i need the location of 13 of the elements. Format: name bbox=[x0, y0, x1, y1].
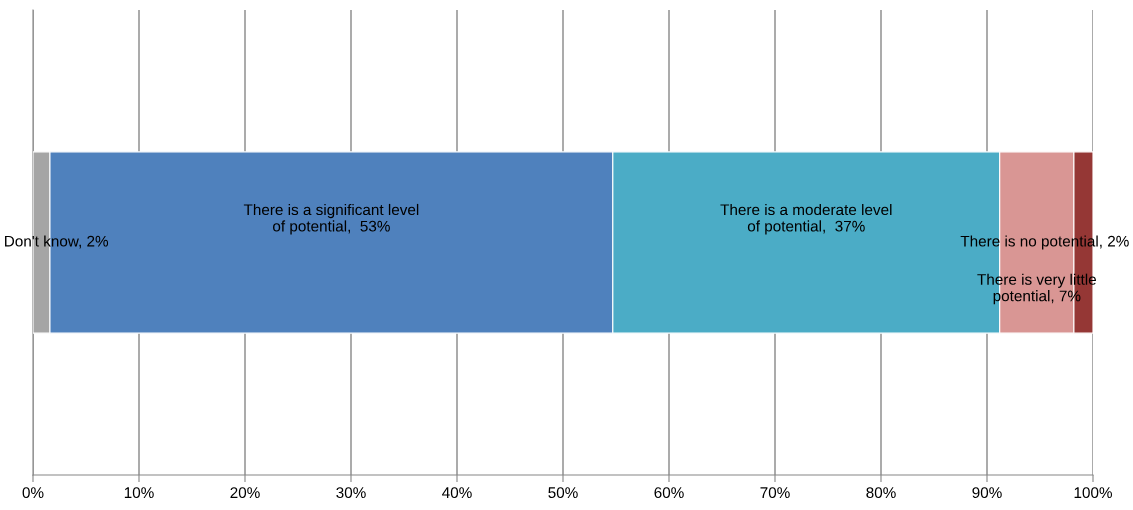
x-tick-label: 10% bbox=[124, 487, 154, 499]
x-tick-label: 90% bbox=[972, 487, 1002, 499]
x-tick-label: 0% bbox=[22, 487, 44, 499]
x-tick-label: 50% bbox=[548, 487, 578, 499]
x-tick-label: 70% bbox=[760, 487, 790, 499]
x-tick-label: 30% bbox=[336, 487, 366, 499]
x-tick-label: 20% bbox=[230, 487, 260, 499]
text: There is a moderate level of potential, 37% bbox=[720, 203, 892, 235]
text: There is a significant level of potential, 53% bbox=[243, 203, 419, 235]
x-tick-label: 40% bbox=[442, 487, 472, 499]
x-tick-label: 60% bbox=[654, 487, 684, 499]
x-tick-label: 80% bbox=[866, 487, 896, 499]
x-tick-label: 100% bbox=[1074, 487, 1112, 499]
